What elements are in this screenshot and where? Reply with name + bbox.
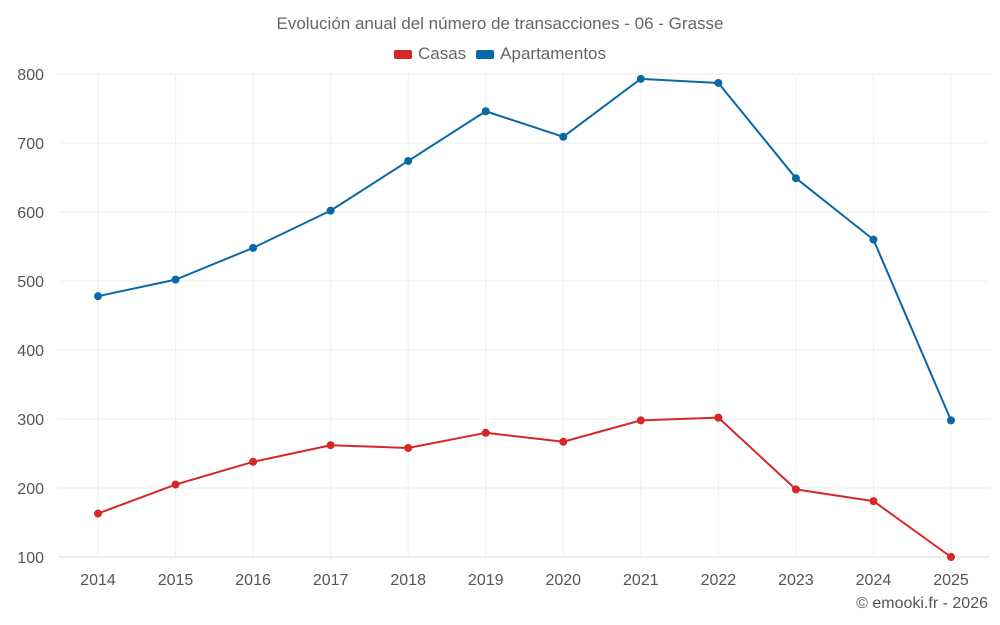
legend-swatch-apartamentos bbox=[476, 49, 495, 59]
x-tick-label: 2014 bbox=[80, 572, 116, 589]
data-point-apartamentos[interactable] bbox=[326, 206, 335, 215]
x-tick-label: 2017 bbox=[313, 572, 349, 589]
legend-item-apartamentos[interactable]: Apartamentos bbox=[476, 44, 606, 64]
x-tick-label: 2019 bbox=[468, 572, 504, 589]
data-points bbox=[94, 74, 955, 561]
data-point-apartamentos[interactable] bbox=[791, 174, 800, 183]
x-tick-label: 2022 bbox=[701, 572, 737, 589]
x-tick-label: 2023 bbox=[778, 572, 814, 589]
x-tick-label: 2015 bbox=[158, 572, 194, 589]
data-point-apartamentos[interactable] bbox=[636, 74, 645, 83]
data-point-casas[interactable] bbox=[171, 480, 180, 489]
y-tick-label: 300 bbox=[17, 412, 44, 429]
data-point-apartamentos[interactable] bbox=[404, 156, 413, 165]
x-tick-label: 2025 bbox=[933, 572, 969, 589]
credit-text: © emooki.fr - 2026 bbox=[856, 595, 988, 612]
data-point-apartamentos[interactable] bbox=[171, 275, 180, 284]
data-point-casas[interactable] bbox=[559, 437, 568, 446]
data-point-apartamentos[interactable] bbox=[559, 132, 568, 141]
data-point-casas[interactable] bbox=[249, 457, 258, 466]
data-point-casas[interactable] bbox=[404, 443, 413, 452]
y-tick-label: 400 bbox=[17, 343, 44, 360]
legend-swatch-casas bbox=[393, 49, 412, 59]
data-point-casas[interactable] bbox=[714, 413, 723, 422]
grid-lines bbox=[58, 73, 990, 558]
x-tick-label: 2016 bbox=[235, 572, 271, 589]
chart-title: Evolución anual del número de transaccio… bbox=[276, 14, 724, 33]
legend-label-casas: Casas bbox=[417, 44, 467, 63]
data-point-apartamentos[interactable] bbox=[714, 78, 723, 87]
axis: 100 200 300 400 500 600 700 800 2014 2015 2016 2017… bbox=[17, 67, 969, 589]
data-point-casas[interactable] bbox=[636, 416, 645, 425]
x-tick-label: 2020 bbox=[545, 572, 581, 589]
data-point-casas[interactable] bbox=[94, 509, 102, 518]
x-tick-label: 2021 bbox=[623, 572, 659, 589]
data-point-apartamentos[interactable] bbox=[94, 292, 102, 301]
data-point-casas[interactable] bbox=[791, 485, 800, 494]
data-point-apartamentos[interactable] bbox=[249, 243, 258, 252]
y-tick-label: 600 bbox=[17, 205, 44, 222]
y-tick-label: 800 bbox=[17, 67, 44, 84]
y-tick-label: 700 bbox=[17, 136, 44, 153]
y-tick-label: 200 bbox=[17, 481, 44, 498]
series-lines bbox=[97, 77, 952, 558]
data-point-casas[interactable] bbox=[481, 428, 490, 437]
data-point-apartamentos[interactable] bbox=[869, 235, 878, 244]
y-tick-label: 100 bbox=[17, 550, 44, 567]
y-tick-label: 500 bbox=[17, 274, 44, 291]
data-point-casas[interactable] bbox=[326, 441, 335, 450]
series-line-apartamentos bbox=[97, 77, 952, 422]
x-tick-label: 2018 bbox=[390, 572, 426, 589]
data-point-casas[interactable] bbox=[869, 497, 878, 506]
data-point-apartamentos[interactable] bbox=[947, 416, 955, 425]
legend-label-apartamentos: Apartamentos bbox=[500, 44, 607, 63]
data-point-apartamentos[interactable] bbox=[481, 107, 490, 116]
series-line-casas bbox=[97, 416, 952, 558]
legend-item-casas[interactable]: Casas bbox=[393, 44, 467, 64]
x-tick-label: 2024 bbox=[856, 572, 892, 589]
data-point-casas[interactable] bbox=[947, 553, 955, 561]
chart-legend: Casas Apartamentos bbox=[0, 44, 1000, 64]
